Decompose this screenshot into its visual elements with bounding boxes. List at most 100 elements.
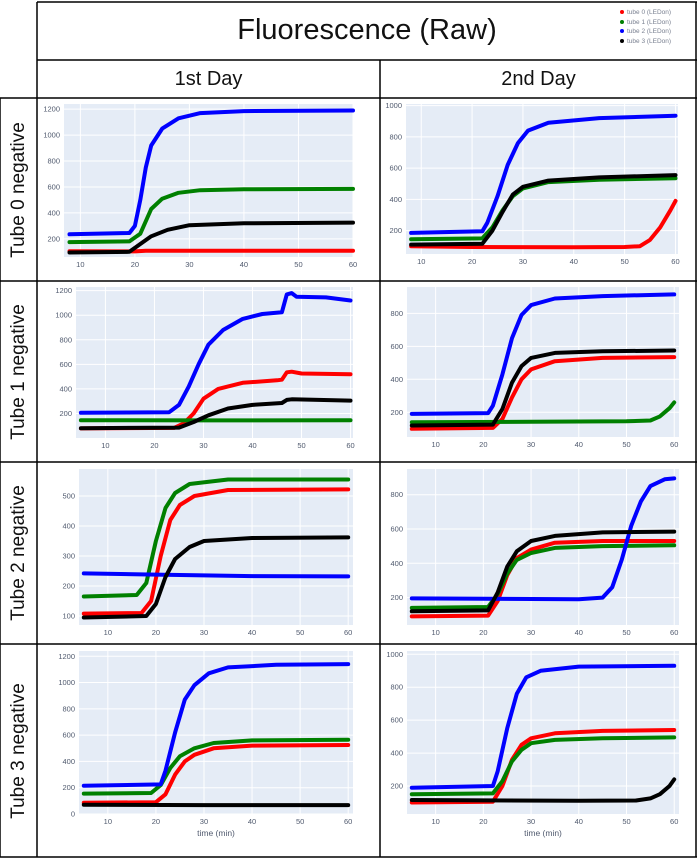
series-line-0 [81, 743, 351, 805]
y-tick-label: 400 [62, 757, 75, 766]
plot-area [407, 651, 679, 814]
chart-1: 10 20 30 40 50 60 200 400 600 800 1000 [385, 101, 679, 266]
y-tick-label: 600 [59, 360, 72, 369]
x-tick-label: 30 [527, 628, 535, 637]
legend-label: tube 0 (LEDon) [627, 9, 672, 16]
x-tick-label: 40 [248, 817, 256, 826]
x-tick-label: 30 [200, 628, 208, 637]
x-tick-label: 50 [294, 260, 302, 269]
y-tick-label: 400 [390, 559, 403, 568]
x-tick-label: 60 [344, 817, 352, 826]
x-tick-label: 40 [570, 257, 578, 266]
x-tick-label: 50 [622, 817, 630, 826]
y-tick-label: 800 [389, 132, 402, 141]
series-line-3 [81, 535, 351, 620]
y-tick-label: 1000 [58, 678, 75, 687]
y-tick-label: 600 [390, 525, 403, 534]
series-line-2 [81, 662, 351, 788]
y-tick-label: 800 [62, 704, 75, 713]
legend-label: tube 1 (LEDon) [627, 18, 672, 26]
series-line-1 [409, 735, 677, 797]
x-tick-label: 10 [417, 257, 425, 266]
x-tick-label: 50 [296, 817, 304, 826]
y-tick-label: 200 [390, 782, 403, 791]
chart-4: 10 20 30 40 50 60 100 200 300 400 500 [62, 469, 353, 637]
plot-area [79, 651, 353, 814]
series-line-2 [409, 113, 678, 235]
y-tick-label: 200 [389, 226, 402, 235]
y-tick-label: 400 [390, 375, 403, 384]
plot-area [76, 287, 353, 438]
column-header-day-2: 2nd Day [501, 67, 576, 90]
y-tick-label: 200 [390, 593, 403, 602]
series-line-3 [409, 173, 678, 247]
y-tick-label: 1000 [385, 101, 402, 110]
legend-item-1: tube 1 (LEDon) [620, 18, 671, 28]
series-line-1 [81, 737, 351, 796]
x-tick-label: 50 [620, 257, 628, 266]
chart-0: 10 20 30 40 50 60 200 400 600 800 1000 1200 [43, 104, 357, 269]
x-tick-label: 30 [199, 441, 207, 450]
x-tick-label: 50 [297, 441, 305, 450]
x-tick-label: 10 [76, 260, 84, 269]
y-tick-label: 400 [390, 749, 403, 758]
x-tick-label: 30 [527, 817, 535, 826]
legend-marker-icon [620, 38, 624, 43]
series-line-1 [409, 400, 677, 425]
y-tick-label: 200 [59, 409, 72, 418]
x-tick-label: 30 [519, 257, 527, 266]
x-tick-label: 60 [346, 441, 354, 450]
y-tick-label: 400 [389, 195, 402, 204]
series-line-2 [409, 663, 677, 790]
series-line-0 [409, 728, 677, 805]
y-tick-label: 200 [62, 582, 75, 591]
legend-label: tube 3 (LEDon) [627, 37, 672, 45]
x-tick-label: 50 [622, 628, 630, 637]
x-tick-label: 20 [479, 817, 487, 826]
x-tick-label: 60 [344, 628, 352, 637]
y-tick-label: 1200 [43, 105, 60, 114]
x-tick-label: 20 [479, 440, 487, 449]
y-tick-label: 200 [390, 408, 403, 417]
x-tick-label: 20 [152, 628, 160, 637]
series-line-0 [409, 355, 677, 431]
y-tick-label: 600 [390, 716, 403, 725]
legend-item-3: tube 3 (LEDon) [620, 37, 671, 47]
x-tick-label: 30 [200, 817, 208, 826]
series-line-2 [78, 291, 353, 415]
x-axis-label: time (min) [524, 828, 562, 838]
y-tick-label: 200 [62, 783, 75, 792]
y-tick-label: 300 [62, 552, 75, 561]
series-line-2 [81, 571, 351, 579]
y-tick-label: 800 [390, 683, 403, 692]
y-tick-label: 600 [47, 182, 60, 191]
y-tick-label: 1000 [386, 650, 403, 659]
x-tick-label: 60 [670, 628, 678, 637]
series-line-0 [78, 369, 353, 431]
x-tick-label: 10 [431, 440, 439, 449]
legend-marker-icon [620, 29, 624, 34]
x-tick-label: 40 [575, 440, 583, 449]
series-line-3 [409, 529, 677, 614]
legend-item-0: tube 0 (LEDon) [620, 8, 671, 18]
x-tick-label: 10 [431, 628, 439, 637]
x-tick-label: 10 [104, 817, 112, 826]
y-tick-label: 800 [390, 309, 403, 318]
series-line-1 [81, 477, 351, 599]
x-tick-label: 20 [150, 441, 158, 450]
x-tick-label: 60 [670, 817, 678, 826]
x-tick-label: 10 [104, 628, 112, 637]
chart-7: 10 20 30 40 50 60 200 400 600 800 1000 time (min) [386, 650, 679, 838]
x-tick-label: 20 [479, 628, 487, 637]
chart-2: 10 20 30 40 50 60 200 400 600 800 1000 1200 [55, 286, 354, 450]
series-line-3 [78, 397, 353, 431]
y-tick-label: 1200 [58, 652, 75, 661]
legend-marker-icon [620, 10, 624, 15]
y-tick-label: 500 [62, 492, 75, 501]
x-tick-label: 20 [468, 257, 476, 266]
x-tick-label: 40 [575, 817, 583, 826]
